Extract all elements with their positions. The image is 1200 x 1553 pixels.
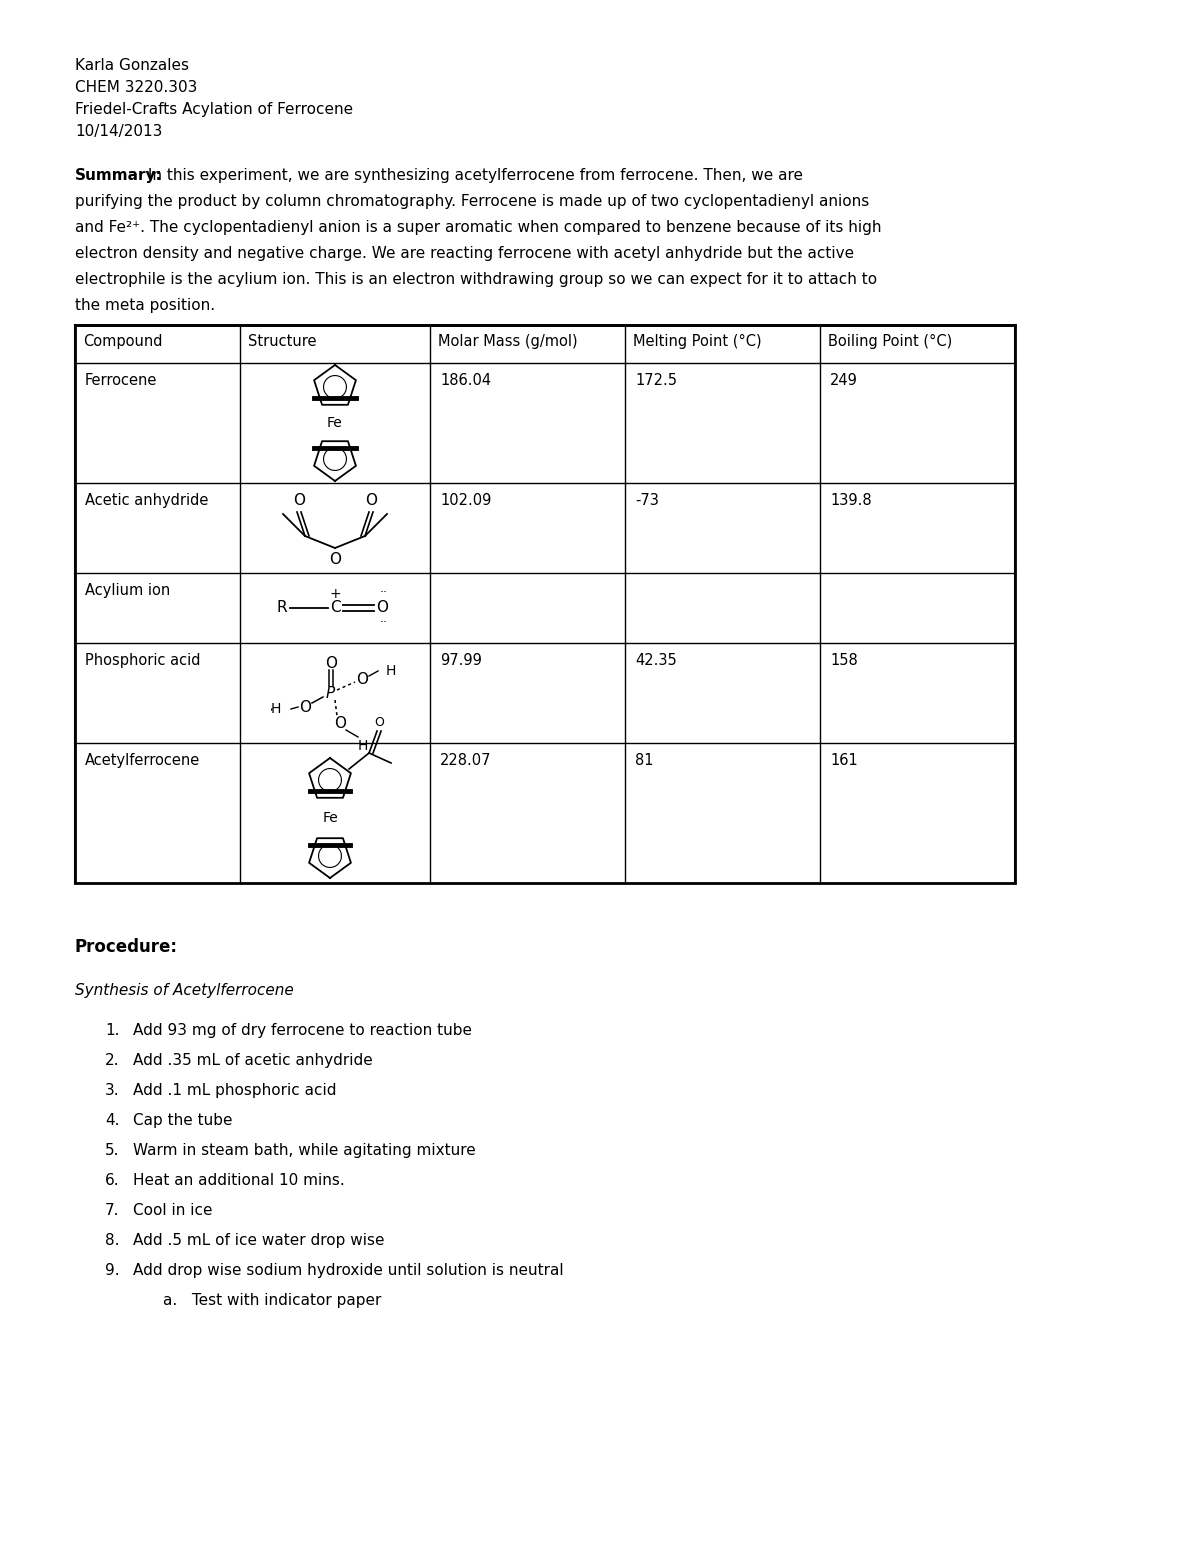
- Text: O: O: [325, 655, 337, 671]
- Text: 8.: 8.: [106, 1233, 120, 1249]
- Text: Phosphoric acid: Phosphoric acid: [85, 652, 200, 668]
- Text: Add 93 mg of dry ferrocene to reaction tube: Add 93 mg of dry ferrocene to reaction t…: [133, 1023, 472, 1037]
- Text: 9.: 9.: [106, 1263, 120, 1278]
- Text: 7.: 7.: [106, 1204, 120, 1218]
- Text: H: H: [271, 702, 281, 716]
- Text: Acetic anhydride: Acetic anhydride: [85, 492, 209, 508]
- Text: 186.04: 186.04: [440, 373, 491, 388]
- Text: 139.8: 139.8: [830, 492, 871, 508]
- Text: O: O: [293, 492, 305, 508]
- Text: 161: 161: [830, 753, 858, 769]
- Text: purifying the product by column chromatography. Ferrocene is made up of two cycl: purifying the product by column chromato…: [74, 194, 869, 210]
- Text: Add drop wise sodium hydroxide until solution is neutral: Add drop wise sodium hydroxide until sol…: [133, 1263, 564, 1278]
- Text: Boiling Point (°C): Boiling Point (°C): [828, 334, 953, 349]
- Text: Friedel-Crafts Acylation of Ferrocene: Friedel-Crafts Acylation of Ferrocene: [74, 102, 353, 116]
- Text: R: R: [277, 601, 287, 615]
- Text: ,: ,: [269, 702, 272, 711]
- Text: 5.: 5.: [106, 1143, 120, 1159]
- Text: Procedure:: Procedure:: [74, 938, 178, 957]
- Text: Karla Gonzales: Karla Gonzales: [74, 57, 190, 73]
- Text: O: O: [299, 699, 311, 714]
- Text: O: O: [365, 492, 377, 508]
- Text: the meta position.: the meta position.: [74, 298, 215, 314]
- Text: 102.09: 102.09: [440, 492, 491, 508]
- Text: 4.: 4.: [106, 1114, 120, 1127]
- Text: 10/14/2013: 10/14/2013: [74, 124, 162, 140]
- Text: Synthesis of Acetylferrocene: Synthesis of Acetylferrocene: [74, 983, 294, 999]
- Text: Compound: Compound: [83, 334, 162, 349]
- Text: 97.99: 97.99: [440, 652, 482, 668]
- Text: Structure: Structure: [248, 334, 317, 349]
- Text: Acylium ion: Acylium ion: [85, 582, 170, 598]
- Text: electron density and negative charge. We are reacting ferrocene with acetyl anhy: electron density and negative charge. We…: [74, 245, 854, 261]
- Text: O: O: [334, 716, 346, 730]
- Text: a.   Test with indicator paper: a. Test with indicator paper: [163, 1294, 382, 1308]
- Text: Molar Mass (g/mol): Molar Mass (g/mol): [438, 334, 577, 349]
- Text: Summary:: Summary:: [74, 168, 163, 183]
- Text: 158: 158: [830, 652, 858, 668]
- Text: Ferrocene: Ferrocene: [85, 373, 157, 388]
- Text: P: P: [325, 685, 335, 700]
- Text: 2.: 2.: [106, 1053, 120, 1068]
- Bar: [74, 325, 1015, 884]
- Text: O: O: [329, 551, 341, 567]
- Text: O: O: [374, 716, 384, 728]
- Text: Cool in ice: Cool in ice: [133, 1204, 212, 1218]
- Text: Cap the tube: Cap the tube: [133, 1114, 233, 1127]
- Text: 81: 81: [635, 753, 654, 769]
- Text: H: H: [386, 665, 396, 679]
- Text: Fe: Fe: [328, 416, 343, 430]
- Text: Heat an additional 10 mins.: Heat an additional 10 mins.: [133, 1173, 344, 1188]
- Text: 1.: 1.: [106, 1023, 120, 1037]
- Text: electrophile is the acylium ion. This is an electron withdrawing group so we can: electrophile is the acylium ion. This is…: [74, 272, 877, 287]
- Text: ··: ··: [380, 587, 388, 599]
- Text: 3.: 3.: [106, 1082, 120, 1098]
- Text: 6.: 6.: [106, 1173, 120, 1188]
- Text: Fe: Fe: [322, 811, 338, 825]
- Text: +: +: [329, 587, 341, 601]
- Text: H: H: [358, 739, 368, 753]
- Text: C: C: [330, 601, 341, 615]
- Text: Melting Point (°C): Melting Point (°C): [634, 334, 762, 349]
- Text: O: O: [376, 601, 388, 615]
- Text: Add .5 mL of ice water drop wise: Add .5 mL of ice water drop wise: [133, 1233, 384, 1249]
- Text: In this experiment, we are synthesizing acetylferrocene from ferrocene. Then, we: In this experiment, we are synthesizing …: [143, 168, 803, 183]
- Text: Add .1 mL phosphoric acid: Add .1 mL phosphoric acid: [133, 1082, 336, 1098]
- Text: Warm in steam bath, while agitating mixture: Warm in steam bath, while agitating mixt…: [133, 1143, 475, 1159]
- Text: 249: 249: [830, 373, 858, 388]
- Text: Acetylferrocene: Acetylferrocene: [85, 753, 200, 769]
- Text: Add .35 mL of acetic anhydride: Add .35 mL of acetic anhydride: [133, 1053, 373, 1068]
- Text: 228.07: 228.07: [440, 753, 492, 769]
- Text: 42.35: 42.35: [635, 652, 677, 668]
- Text: -73: -73: [635, 492, 659, 508]
- Text: CHEM 3220.303: CHEM 3220.303: [74, 81, 197, 95]
- Text: and Fe²⁺. The cyclopentadienyl anion is a super aromatic when compared to benzen: and Fe²⁺. The cyclopentadienyl anion is …: [74, 221, 882, 235]
- Text: O: O: [356, 671, 368, 686]
- Text: 172.5: 172.5: [635, 373, 677, 388]
- Text: ··: ··: [380, 617, 388, 629]
